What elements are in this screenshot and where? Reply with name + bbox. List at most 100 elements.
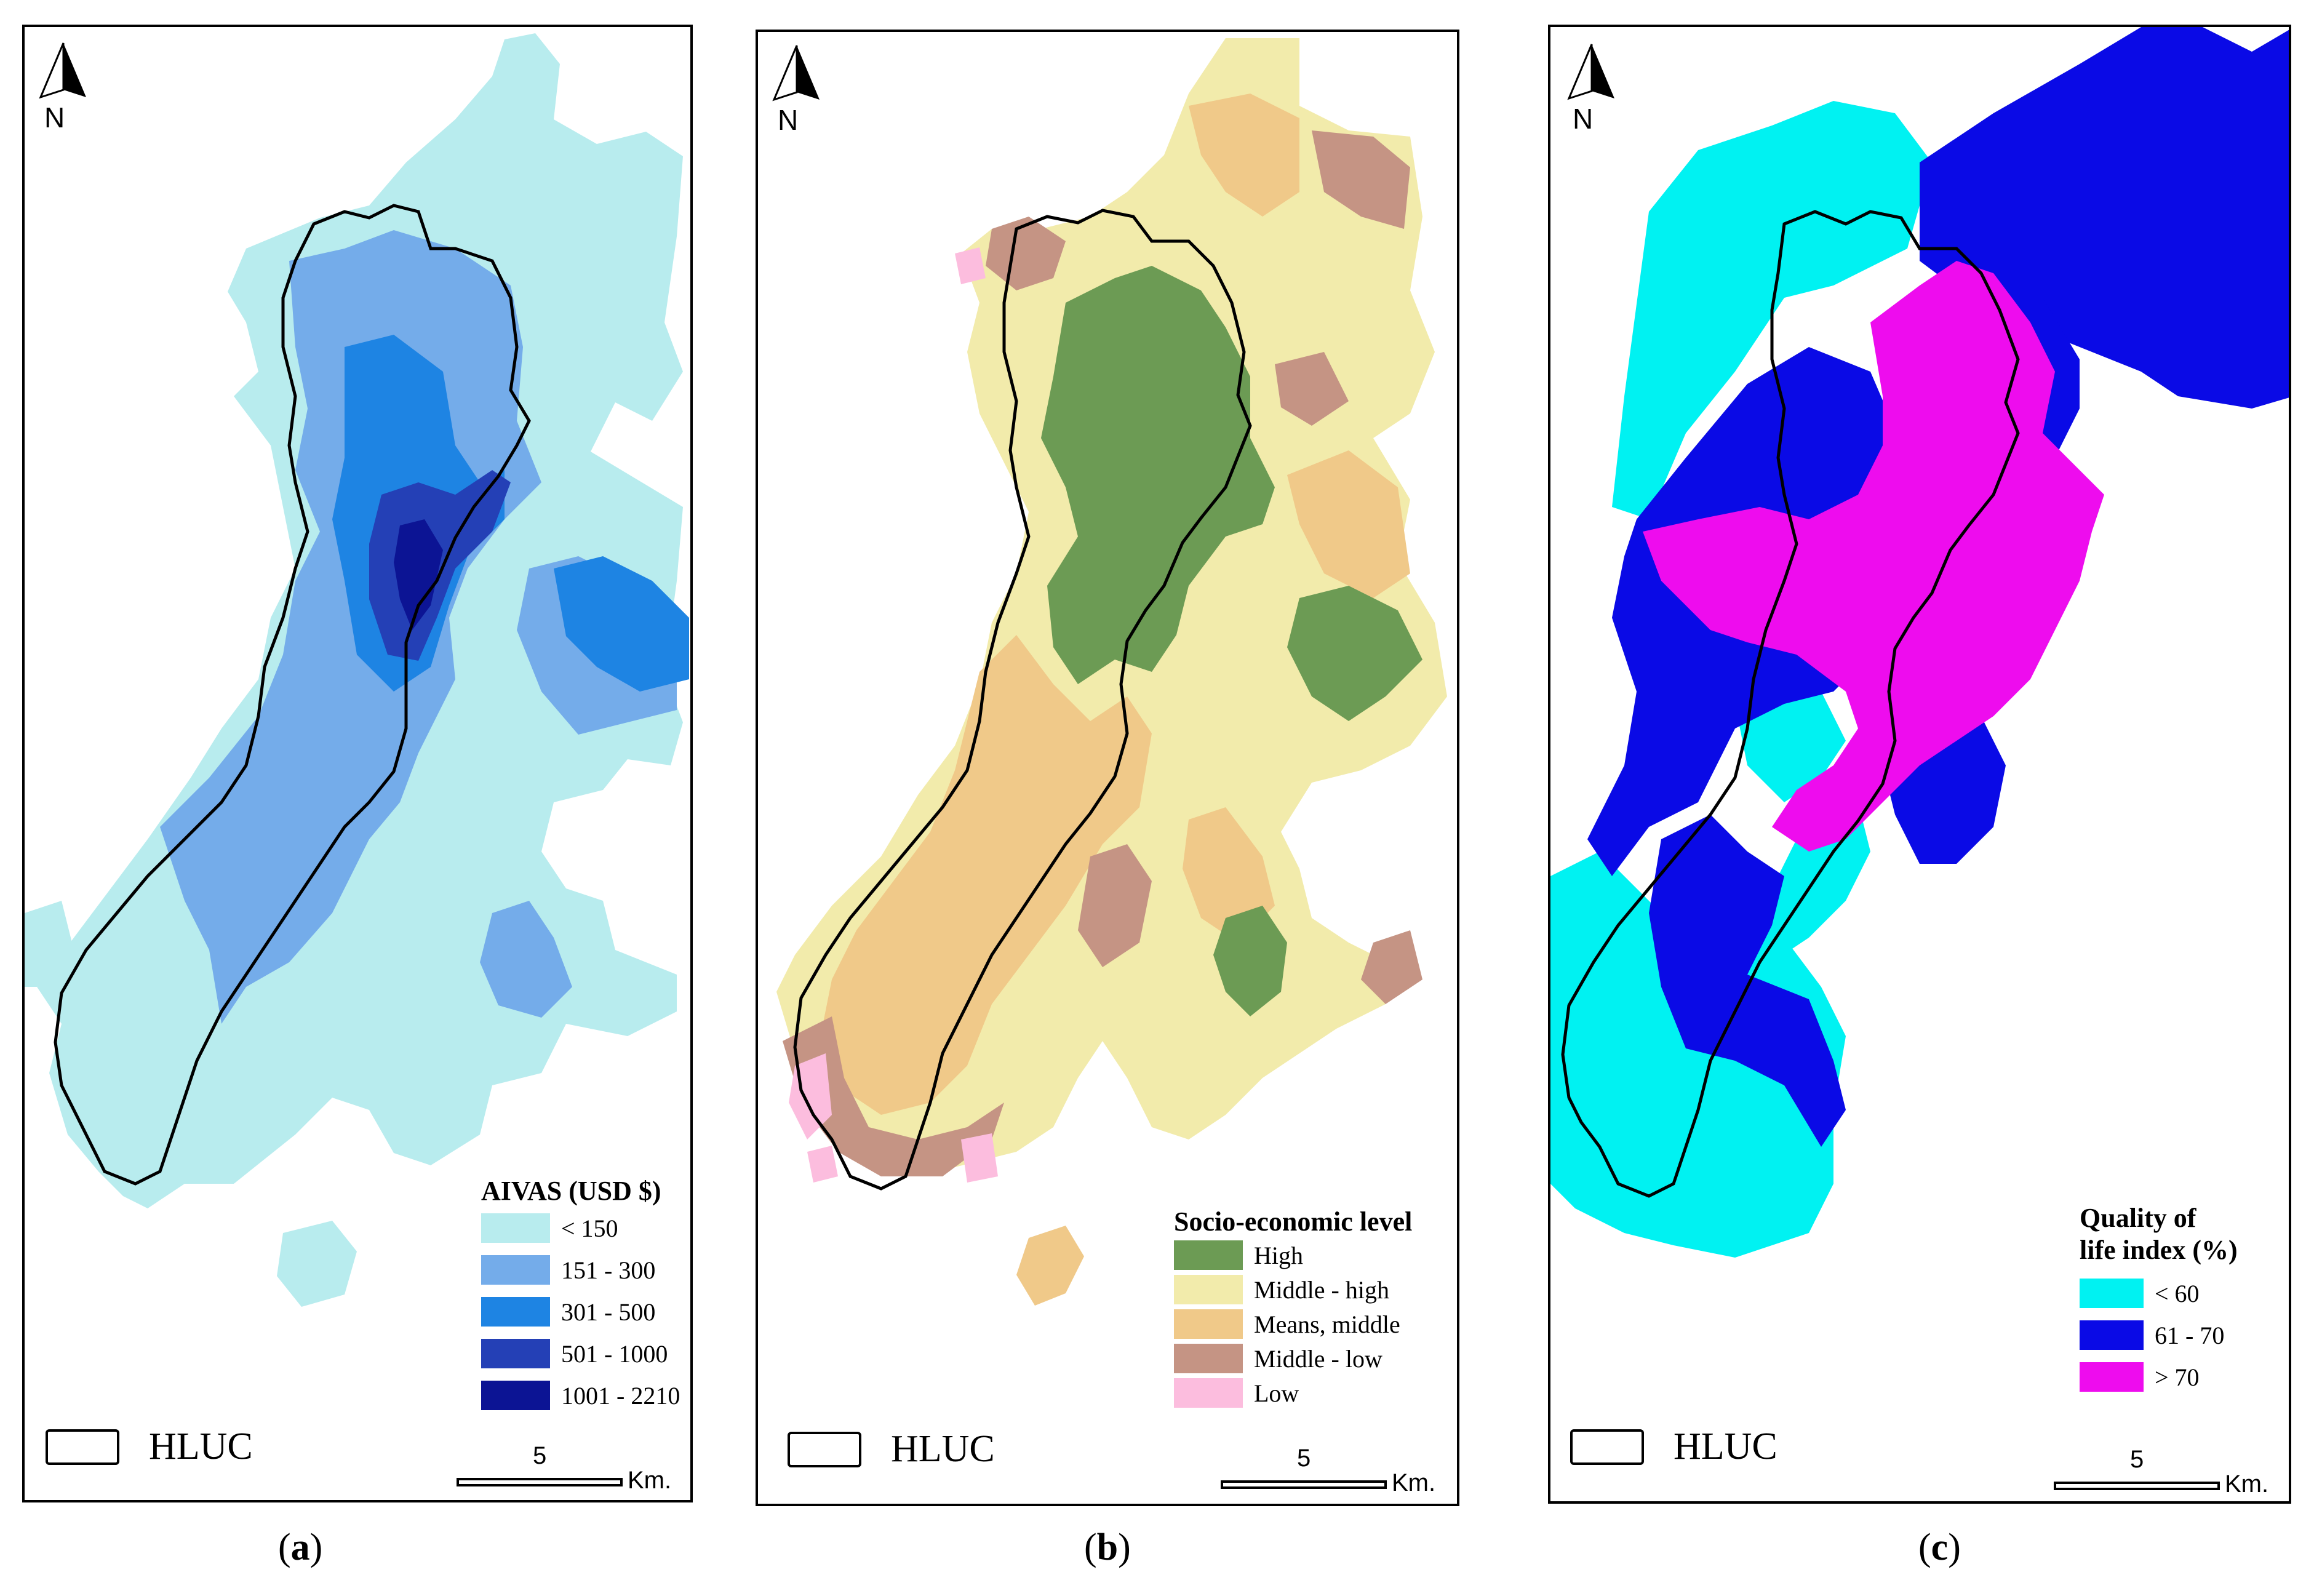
caption-close: ): [1118, 1526, 1131, 1568]
legend-swatch: [481, 1255, 550, 1285]
north-arrow-icon: [39, 42, 86, 99]
map-panel-c: N Quality of life index (%) < 60 61 - 70…: [1548, 25, 2291, 1504]
scale-unit: Km.: [2225, 1470, 2269, 1498]
zone-aivas-1001-2210: [394, 519, 443, 630]
zone-means-middle-north: [1189, 94, 1299, 217]
zone-high-east: [1287, 586, 1422, 721]
legend-item: Means, middle: [1174, 1307, 1412, 1341]
legend-item: < 60: [2080, 1272, 2238, 1314]
zone-high-se: [1213, 906, 1287, 1016]
zone-middle-low-s: [1078, 844, 1152, 967]
zone-aivas-301-500-east: [554, 556, 689, 692]
north-arrow: N: [36, 41, 91, 139]
caption-b: (b): [1084, 1526, 1131, 1570]
legend-label: 1001 - 2210: [561, 1381, 680, 1410]
legend-title: AIVAS (USD $): [481, 1176, 661, 1206]
hluc-label: HLUC: [891, 1428, 995, 1470]
legend-item: High: [1174, 1238, 1412, 1272]
hluc-boundary: [793, 209, 1252, 1191]
quality-of-life-map: [1550, 27, 2289, 1258]
socioeconomic-map: [776, 38, 1447, 1306]
legend-title-line1: Quality of: [2080, 1203, 2196, 1233]
legend-item: 1001 - 2210: [481, 1375, 680, 1416]
zone-means-middle: [820, 635, 1152, 1115]
legend-swatch: [2080, 1320, 2144, 1350]
legend-label: 301 - 500: [561, 1298, 656, 1326]
scale-bar-graphic: [457, 1478, 623, 1486]
hluc-label: HLUC: [149, 1426, 253, 1467]
scale-bar: 5 Km.: [2054, 1446, 2268, 1501]
legend-item: 61 - 70: [2080, 1314, 2238, 1356]
zone-means-middle-island: [1016, 1226, 1084, 1306]
legend-swatch: [1174, 1275, 1243, 1304]
hluc-boundary: [54, 204, 531, 1186]
scale-value: 5: [2130, 1446, 2144, 1473]
zone-middle-low-ne: [1312, 130, 1410, 229]
legend-swatch: [481, 1339, 550, 1368]
north-arrow: N: [1564, 42, 1619, 140]
zone-qol-gt70: [1643, 261, 2104, 852]
hluc-swatch: [1570, 1429, 1644, 1465]
legend-label: 501 - 1000: [561, 1339, 668, 1368]
caption-close: ): [309, 1526, 323, 1568]
hluc-legend: HLUC: [1570, 1425, 1777, 1469]
map-panel-b: N Socio-economic level High Middle - hig…: [756, 30, 1459, 1506]
legend-label: Middle - high: [1254, 1275, 1389, 1304]
legend-item: 501 - 1000: [481, 1333, 680, 1375]
hluc-swatch: [46, 1429, 119, 1465]
legend-label: Middle - low: [1254, 1344, 1382, 1373]
legend-swatch: [481, 1213, 550, 1243]
legend-swatch: [481, 1297, 550, 1327]
legend-swatch: [1174, 1378, 1243, 1408]
scale-bar: 5 Km.: [1221, 1445, 1435, 1500]
north-arrow: N: [769, 43, 824, 142]
legend-label: High: [1254, 1241, 1303, 1269]
zone-low-s: [961, 1133, 998, 1183]
legend-aivas: AIVAS (USD $) < 150 151 - 300 301 - 500 …: [481, 1175, 680, 1416]
legend-item: Low: [1174, 1376, 1412, 1410]
legend-title-line2: life index (%): [2080, 1235, 2238, 1265]
legend-swatch: [1174, 1240, 1243, 1270]
zone-means-middle-east: [1287, 450, 1410, 598]
scale-bar-graphic: [2054, 1482, 2220, 1490]
scale-unit: Km.: [1392, 1469, 1436, 1496]
scale-value: 5: [1297, 1445, 1311, 1472]
zone-means-middle-se: [1183, 807, 1275, 943]
legend-swatch: [1174, 1344, 1243, 1373]
zone-middle-low-n: [986, 217, 1066, 290]
scale-unit: Km.: [628, 1467, 672, 1494]
legend-label: Means, middle: [1254, 1310, 1400, 1338]
legend-swatch: [481, 1381, 550, 1410]
north-label: N: [44, 102, 65, 134]
caption-c: (c): [1918, 1526, 1961, 1570]
legend-swatch: [1174, 1309, 1243, 1339]
legend-socioeconomic: Socio-economic level High Middle - high …: [1174, 1206, 1412, 1410]
legend-label: 151 - 300: [561, 1256, 656, 1284]
zone-qol-61-70-s: [1649, 815, 1846, 1147]
legend-swatch: [2080, 1362, 2144, 1392]
zone-low-nw: [955, 247, 986, 284]
caption-open: (: [278, 1526, 291, 1568]
zone-aivas-lt150-south: [277, 1221, 357, 1307]
legend-item: Middle - low: [1174, 1341, 1412, 1376]
zone-aivas-151-300-se: [480, 901, 572, 1018]
zone-low-w: [807, 1146, 838, 1183]
caption-a: (a): [278, 1526, 322, 1570]
legend-item: Middle - high: [1174, 1272, 1412, 1307]
caption-open: (: [1084, 1526, 1097, 1568]
scale-value: 5: [533, 1442, 547, 1469]
zone-high: [1041, 266, 1275, 684]
map-panel-a: N AIVAS (USD $) < 150 151 - 300 301 - 50…: [22, 25, 693, 1502]
zone-aivas-501-1000: [369, 470, 511, 661]
legend-item: < 150: [481, 1207, 680, 1249]
legend-item: 151 - 300: [481, 1249, 680, 1291]
legend-label: > 70: [2155, 1363, 2200, 1391]
hluc-swatch: [788, 1431, 861, 1467]
north-arrow-icon: [1567, 44, 1614, 100]
zone-middle-low-sw: [783, 1016, 1004, 1176]
hluc-boundary: [1561, 210, 2020, 1198]
north-label: N: [1573, 103, 1594, 135]
scale-bar: 5 Km.: [457, 1442, 671, 1498]
legend-quality-of-life: Quality of life index (%) < 60 61 - 70 >…: [2080, 1202, 2238, 1398]
legend-item: 301 - 500: [481, 1291, 680, 1333]
